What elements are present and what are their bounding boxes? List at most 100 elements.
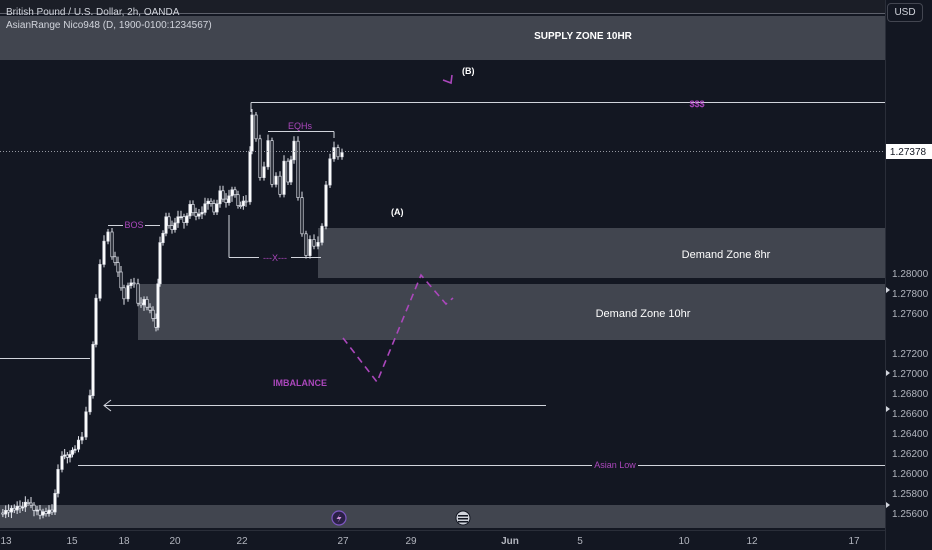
candle-body — [65, 454, 69, 458]
bottom-zone[interactable] — [0, 505, 885, 528]
candle-body — [170, 225, 174, 230]
candle-body — [218, 190, 222, 205]
candle-body — [21, 506, 25, 509]
top-band — [0, 0, 885, 13]
candle-body — [167, 216, 171, 226]
candle-body — [1, 512, 5, 515]
candle-body — [145, 299, 149, 308]
price-tick-label: 1.27200 — [892, 349, 929, 360]
price-tick-label: 1.26800 — [892, 389, 929, 400]
candle-body — [270, 140, 274, 185]
candle-body — [224, 198, 228, 203]
candle-body — [70, 449, 75, 455]
projection-path[interactable] — [342, 273, 454, 384]
candle-body — [197, 213, 201, 217]
candle-body — [292, 140, 296, 161]
candle-body — [68, 454, 72, 458]
candle-body — [151, 309, 155, 319]
time-axis[interactable] — [0, 530, 885, 550]
candle-body — [12, 507, 16, 511]
candle-body — [203, 203, 207, 213]
time-tick-label: 22 — [236, 536, 248, 547]
price-axis[interactable] — [885, 0, 932, 550]
demand-zone-8hr[interactable] — [318, 228, 885, 278]
candle-body — [9, 507, 13, 513]
candle-body — [278, 175, 282, 195]
chart-legend[interactable]: British Pound / U.S. Dollar, 2h, OANDA A… — [6, 6, 212, 32]
candle-body — [91, 344, 95, 396]
candle-body — [139, 302, 143, 306]
candle-body — [209, 200, 213, 204]
candle-body — [126, 285, 130, 300]
demand-zone-10hr-label: Demand Zone 10hr — [596, 308, 691, 320]
price-axis-labels: 1.25600 1.25800 1.26000 1.26200 1.26400 1.266… — [886, 269, 929, 520]
candle-body — [53, 493, 57, 513]
current-price-tag[interactable] — [886, 144, 932, 159]
candle-body — [136, 283, 140, 304]
candle-body — [88, 395, 92, 413]
candle-body — [320, 225, 324, 243]
price-tick-label: 1.26200 — [892, 449, 929, 460]
flag-icon[interactable] — [455, 510, 471, 526]
candle-body — [161, 232, 165, 243]
price-tick-label: 1.27800 — [892, 289, 929, 300]
candle-body — [289, 159, 293, 183]
price-tick-label: 1.28000 — [892, 269, 929, 280]
candle-body — [274, 175, 278, 185]
supply-zone-10hr[interactable] — [0, 16, 885, 60]
candle-body — [173, 222, 177, 230]
imbalance-label: IMBALANCE — [273, 378, 327, 388]
candles — [1, 109, 344, 520]
zone-edge-marker — [886, 502, 890, 508]
candle-body — [227, 195, 231, 203]
candle-body — [282, 160, 286, 195]
candle-body — [241, 200, 245, 207]
candle-body — [200, 212, 204, 215]
candle-body — [179, 216, 183, 219]
asian-low-label-bg — [592, 459, 638, 471]
candle-body — [248, 150, 252, 203]
price-tick-label: 1.27000 — [892, 369, 929, 380]
candle-body — [286, 160, 290, 183]
candle-body — [308, 239, 312, 256]
candle-body — [328, 158, 332, 186]
time-tick-label: 13 — [0, 536, 12, 547]
liquidity-label: $$$ — [689, 99, 704, 109]
time-tick-label: 10 — [678, 536, 690, 547]
candle-body — [194, 212, 198, 217]
price-tick-label: 1.26600 — [892, 409, 929, 420]
candle-body — [106, 231, 110, 242]
time-tick-label: 12 — [746, 536, 758, 547]
candle-body — [63, 454, 67, 457]
zone-edge-marker — [886, 370, 890, 376]
candle-body — [233, 189, 237, 196]
lightning-icon[interactable] — [331, 510, 347, 526]
candle-body — [296, 140, 300, 198]
candle-body — [266, 140, 270, 168]
time-axis-labels: 13 15 18 20 22 27 29 Jun 5 10 12 17 — [0, 536, 860, 547]
candle-body — [80, 436, 84, 441]
symbol-title: British Pound / U.S. Dollar, 2h, OANDA — [6, 7, 180, 18]
candle-body — [300, 197, 304, 235]
candle-body — [182, 216, 186, 223]
candle-body — [110, 231, 114, 258]
candle-body — [185, 215, 189, 223]
zone-edge-marker — [886, 287, 890, 293]
time-tick-label: 17 — [848, 536, 860, 547]
projection-arrow-head — [442, 74, 453, 85]
price-tick-label: 1.26400 — [892, 429, 929, 440]
candle-body — [164, 216, 168, 234]
candle-body — [129, 282, 133, 286]
demand-zone-8hr-label: Demand Zone 8hr — [682, 249, 771, 261]
candle-body — [206, 200, 210, 205]
candle-body — [215, 203, 219, 213]
candle-body — [116, 262, 120, 273]
candle-body — [35, 509, 39, 512]
candle-body — [230, 189, 234, 197]
demand-zone-10hr[interactable] — [138, 284, 885, 340]
currency-button[interactable]: USD — [887, 3, 923, 22]
candle-body — [73, 448, 77, 451]
candle-body — [119, 271, 123, 289]
time-tick-label: 29 — [405, 536, 417, 547]
